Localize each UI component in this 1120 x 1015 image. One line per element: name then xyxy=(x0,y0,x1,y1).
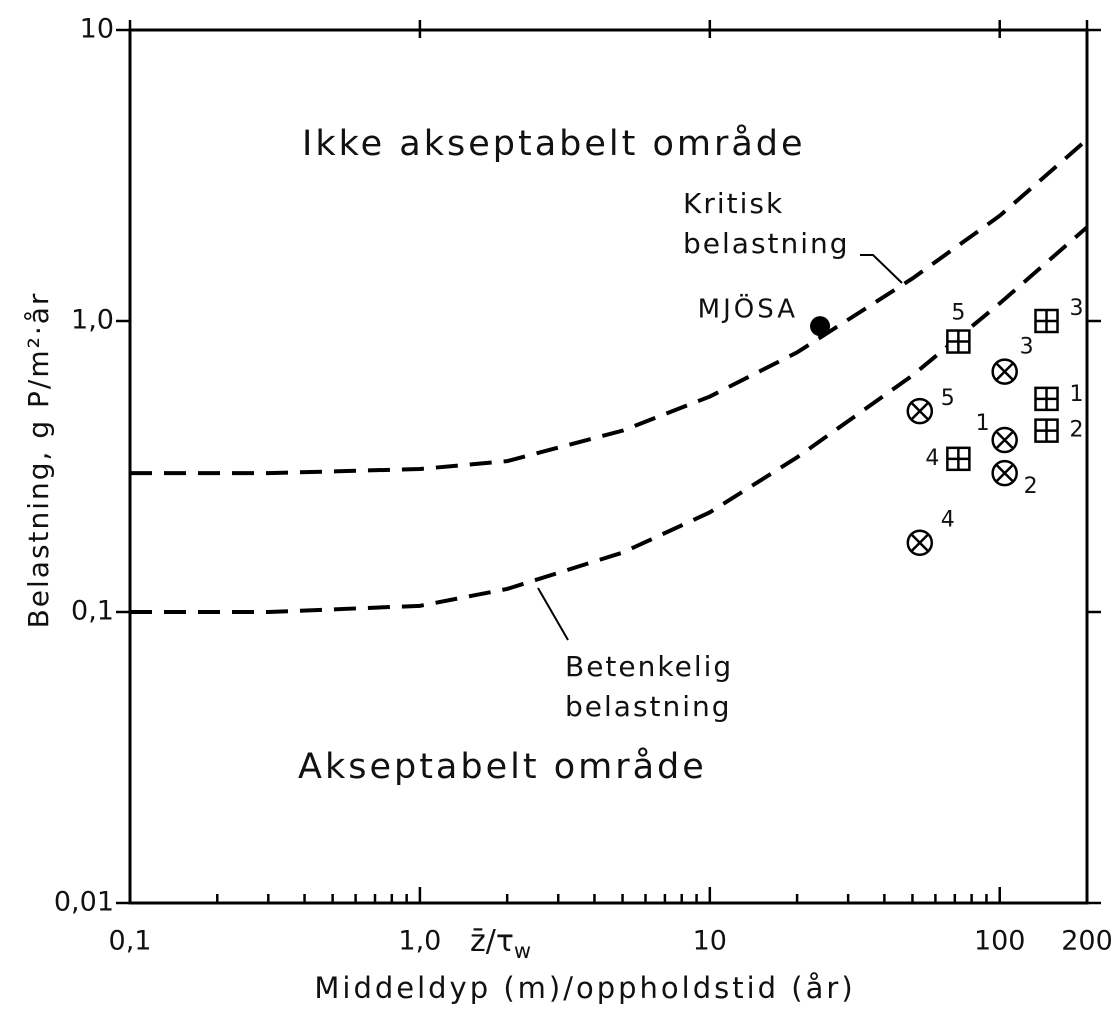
plus-mark xyxy=(1035,310,1058,332)
point xyxy=(1034,386,1059,412)
plus-mark xyxy=(1035,419,1058,442)
point xyxy=(810,316,831,337)
point xyxy=(991,459,1018,487)
x-axis-label: Middeldyp (m)/oppholdstid (år) xyxy=(314,971,855,1005)
point xyxy=(991,358,1018,385)
point xyxy=(991,426,1018,454)
y-tick-label: 1,0 xyxy=(71,305,114,336)
point-label: 1 xyxy=(976,411,990,436)
annotation: Ikke akseptabelt område xyxy=(302,123,806,164)
annotation: belastning xyxy=(565,690,732,723)
plot-frame xyxy=(128,28,1089,905)
annotation: Kritisk xyxy=(683,187,784,220)
point-label: 1 xyxy=(1070,382,1084,407)
y-tick-label: 10 xyxy=(80,14,114,45)
dot-marker xyxy=(810,316,831,337)
y-axis-label: Belastning, g P/m²·år xyxy=(22,292,55,629)
x-symbol: z̄/τw xyxy=(470,924,531,964)
cross-mark xyxy=(995,362,1014,381)
y-tick-label: 0,01 xyxy=(54,887,114,918)
annotation: MJÖSA xyxy=(698,293,798,325)
curve xyxy=(130,138,1089,476)
cross-mark xyxy=(995,464,1014,483)
point xyxy=(946,329,971,354)
x-tick-label: 10 xyxy=(693,926,727,957)
leader-line xyxy=(860,254,903,284)
cross-mark xyxy=(910,402,929,421)
leader-line xyxy=(537,587,569,641)
point-label: 4 xyxy=(925,446,939,471)
point-label: 3 xyxy=(1020,335,1034,360)
point xyxy=(906,529,934,556)
point-label: 5 xyxy=(941,386,955,411)
point-label: 2 xyxy=(1024,474,1038,499)
point xyxy=(946,446,971,472)
x-tick-label: 0,1 xyxy=(109,926,152,957)
x-tick-label: 100 xyxy=(974,926,1026,957)
plus-mark xyxy=(947,330,970,353)
x-tick-label: 1,0 xyxy=(398,926,441,957)
x-symbol-sub: w xyxy=(514,939,531,963)
point xyxy=(906,397,934,425)
point-label: 2 xyxy=(1070,418,1084,443)
curve xyxy=(130,225,1089,614)
y-tick-label: 0,1 xyxy=(71,596,114,627)
point xyxy=(1034,418,1059,443)
point xyxy=(1034,308,1059,334)
annotation: Betenkelig xyxy=(565,650,733,683)
cross-mark xyxy=(995,431,1014,449)
annotation: belastning xyxy=(683,227,850,260)
x-symbol-main: z̄/τ xyxy=(470,924,514,959)
x-tick-label: 200 xyxy=(1061,926,1113,957)
cross-mark xyxy=(910,533,929,552)
point-label: 5 xyxy=(951,301,965,326)
plus-mark xyxy=(947,447,970,470)
plus-mark xyxy=(1035,387,1058,410)
point-label: 3 xyxy=(1070,296,1084,321)
annotation: Akseptabelt område xyxy=(298,746,707,787)
point-label: 4 xyxy=(941,508,955,533)
